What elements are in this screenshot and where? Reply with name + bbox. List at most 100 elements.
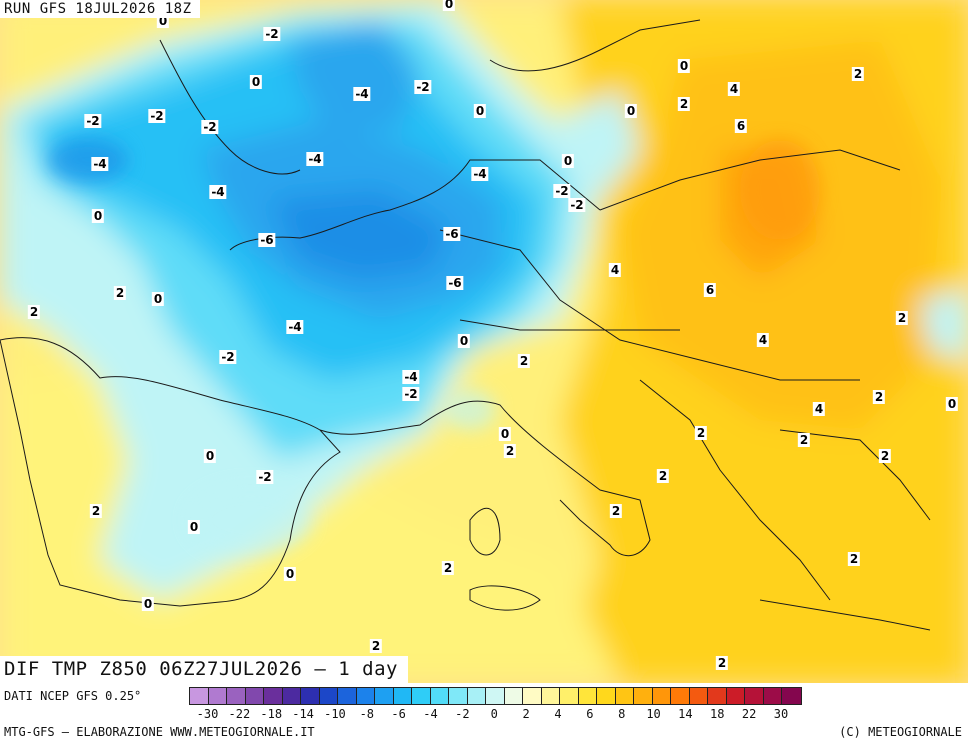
footer: DATI NCEP GFS 0.25° -30 -22 -18 -14 -10 -8 -6-… xyxy=(0,683,968,745)
contour-label: 2 xyxy=(517,354,531,368)
temperature-anomaly-map xyxy=(0,0,968,683)
contour-label: -4 xyxy=(402,370,420,384)
copyright-text: (C) METEOGIORNALE xyxy=(839,725,962,739)
contour-label: 0 xyxy=(473,104,487,118)
scale-swatch xyxy=(245,688,264,704)
scale-swatch xyxy=(190,688,209,704)
scale-tick-label: 18 xyxy=(710,707,725,721)
contour-label: -2 xyxy=(568,198,586,212)
contour-label: 2 xyxy=(694,426,708,440)
contour-label: 2 xyxy=(27,305,41,319)
contour-label: 2 xyxy=(113,286,127,300)
color-fill-layer xyxy=(0,0,968,683)
contour-label: 2 xyxy=(656,469,670,483)
contour-label: 0 xyxy=(151,292,165,306)
contour-label: 2 xyxy=(89,504,103,518)
scale-swatch xyxy=(504,688,523,704)
scale-swatch xyxy=(375,688,394,704)
contour-label: 0 xyxy=(442,0,456,11)
scale-swatch xyxy=(467,688,486,704)
contour-label: 2 xyxy=(441,561,455,575)
contour-label: -2 xyxy=(256,470,274,484)
scale-swatch xyxy=(689,688,708,704)
contour-label: 0 xyxy=(141,597,155,611)
scale-swatch xyxy=(671,688,690,704)
scale-swatch xyxy=(763,688,782,704)
contour-label: 2 xyxy=(369,639,383,653)
scale-swatch xyxy=(338,688,357,704)
scale-tick-label: 0 xyxy=(490,707,498,721)
scale-swatch xyxy=(412,688,431,704)
contour-label: 0 xyxy=(945,397,959,411)
contour-label: -2 xyxy=(263,27,281,41)
contour-label: 4 xyxy=(727,82,741,96)
contour-label: 0 xyxy=(561,154,575,168)
scale-swatch xyxy=(393,688,412,704)
scale-swatch xyxy=(560,688,579,704)
contour-label: 0 xyxy=(624,104,638,118)
contour-label: 4 xyxy=(756,333,770,347)
contour-label: 2 xyxy=(895,311,909,325)
scale-swatch xyxy=(745,688,764,704)
contour-label: 6 xyxy=(734,119,748,133)
contour-label: 2 xyxy=(677,97,691,111)
contour-label: 2 xyxy=(847,552,861,566)
scale-swatch xyxy=(264,688,283,704)
scale-swatch xyxy=(486,688,505,704)
contour-label: 4 xyxy=(608,263,622,277)
scale-tick-label: -4 xyxy=(423,707,438,721)
contour-label: -2 xyxy=(553,184,571,198)
contour-label: -4 xyxy=(471,167,489,181)
scale-tick-label: 8 xyxy=(618,707,626,721)
scale-tick-label: -18 xyxy=(260,707,283,721)
scale-swatch xyxy=(523,688,542,704)
scale-tick-label: -30 xyxy=(196,707,219,721)
contour-label: -6 xyxy=(258,233,276,247)
contour-label: -2 xyxy=(402,387,420,401)
contour-label: -4 xyxy=(209,185,227,199)
scale-tick-label: 10 xyxy=(646,707,661,721)
scale-swatch xyxy=(541,688,560,704)
scale-tick-label: 30 xyxy=(773,707,789,721)
contour-label: -2 xyxy=(414,80,432,94)
scale-swatch xyxy=(208,688,227,704)
contour-label: 0 xyxy=(677,59,691,73)
scale-tick-label: -6 xyxy=(391,707,406,721)
contour-label: -4 xyxy=(91,157,109,171)
contour-label: 2 xyxy=(797,433,811,447)
contour-label: 0 xyxy=(91,209,105,223)
contour-label: 4 xyxy=(812,402,826,416)
scale-swatch xyxy=(282,688,301,704)
scale-swatch xyxy=(449,688,468,704)
scale-swatch xyxy=(708,688,727,704)
scale-swatch xyxy=(782,688,801,704)
scale-swatch xyxy=(430,688,449,704)
contour-label: 2 xyxy=(851,67,865,81)
contour-label: -2 xyxy=(201,120,219,134)
scale-swatch xyxy=(597,688,616,704)
coastline-and-border-layer xyxy=(0,19,931,631)
contour-label: -4 xyxy=(353,87,371,101)
scale-swatch xyxy=(634,688,653,704)
run-label: RUN GFS 18JUL2026 18Z xyxy=(0,0,200,18)
contour-label: -2 xyxy=(148,109,166,123)
contour-label: -6 xyxy=(446,276,464,290)
scale-swatch xyxy=(652,688,671,704)
scale-tick-label: -14 xyxy=(292,707,314,721)
scale-swatch xyxy=(227,688,246,704)
scale-tick-label: -2 xyxy=(455,707,470,721)
contour-label: 0 xyxy=(203,449,217,463)
scale-tick-label: -8 xyxy=(359,707,375,721)
scale-swatch xyxy=(726,688,745,704)
contour-label: -4 xyxy=(306,152,324,166)
contour-label: 2 xyxy=(878,449,892,463)
contour-label: 0 xyxy=(249,75,263,89)
map-title: DIF TMP Z850 06Z27JUL2026 – 1 day xyxy=(0,656,408,683)
scale-swatch xyxy=(319,688,338,704)
contour-label: 6 xyxy=(703,283,717,297)
credit-text: MTG-GFS – ELABORAZIONE WWW.METEOGIORNALE… xyxy=(4,725,315,739)
scale-tick-label: 22 xyxy=(741,707,757,721)
scale-swatch xyxy=(301,688,320,704)
contour-label: 0 xyxy=(457,334,471,348)
